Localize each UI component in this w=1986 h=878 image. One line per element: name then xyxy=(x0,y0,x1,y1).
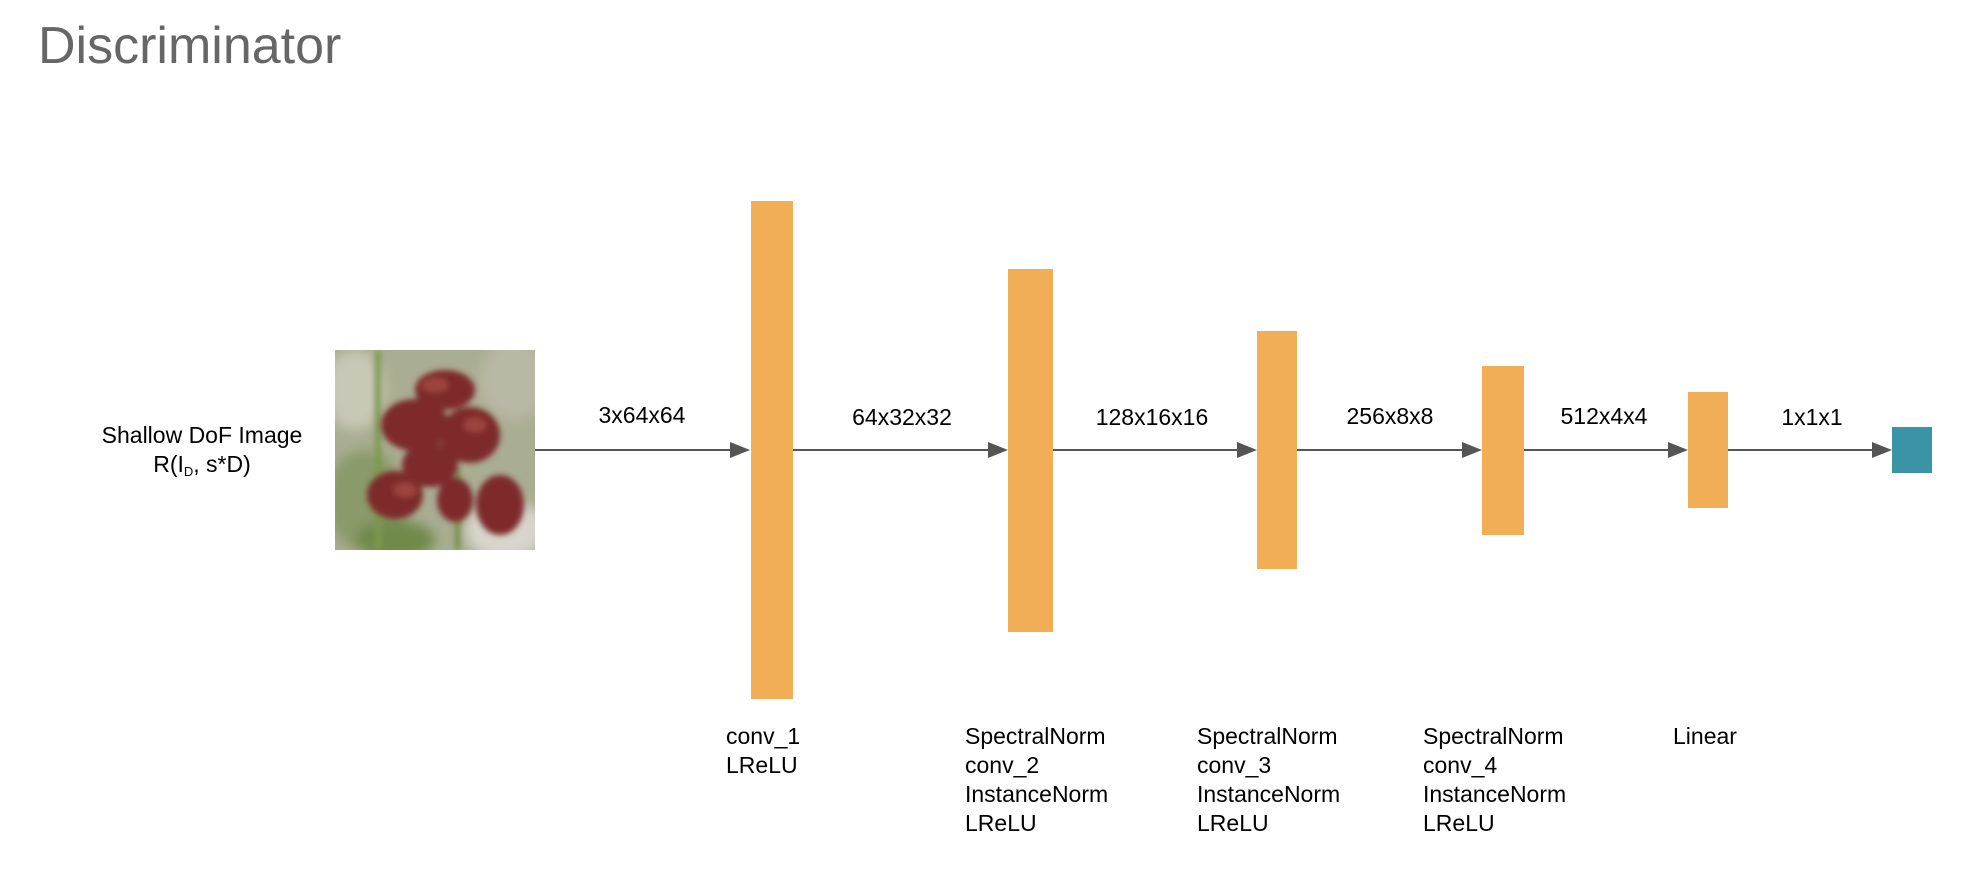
output-block xyxy=(1892,427,1932,473)
layer-block-3 xyxy=(1257,331,1297,569)
arrow-4-head xyxy=(1462,442,1482,458)
input-label-line2: R(ID, s*D) xyxy=(70,450,334,486)
layer-2-op: SpectralNorm xyxy=(965,723,1106,749)
dim-label-5: 512x4x4 xyxy=(1560,403,1648,429)
input-label: Shallow DoF Image R(ID, s*D) xyxy=(70,421,334,486)
layer-ops-2: SpectralNorm conv_2 InstanceNorm LReLU xyxy=(965,722,1108,838)
layer-4-op: InstanceNorm xyxy=(1423,781,1567,807)
arrow-2-head xyxy=(988,442,1008,458)
layer-1-op: LReLU xyxy=(726,752,798,778)
layer-block-2 xyxy=(1008,269,1053,632)
input-label-line1: Shallow DoF Image xyxy=(101,422,303,448)
layer-4-op: LReLU xyxy=(1423,810,1495,836)
layer-4-op: conv_4 xyxy=(1423,752,1498,778)
layer-block-1 xyxy=(751,201,793,699)
layer-2-op: LReLU xyxy=(965,810,1037,836)
layer-2-op: conv_2 xyxy=(965,752,1040,778)
layer-3-op: LReLU xyxy=(1197,810,1269,836)
input-label-suffix: , s*D) xyxy=(193,451,251,477)
arrow-5-head xyxy=(1668,442,1688,458)
layer-5-op: Linear xyxy=(1673,723,1737,749)
layer-block-4 xyxy=(1482,366,1524,535)
dim-label-4: 256x8x8 xyxy=(1346,403,1434,429)
layer-ops-1: conv_1 LReLU xyxy=(726,722,800,780)
layer-block-5 xyxy=(1688,392,1728,508)
input-label-prefix: R(I xyxy=(153,451,184,477)
layer-3-op: conv_3 xyxy=(1197,752,1272,778)
flower-image-icon xyxy=(335,350,535,550)
input-label-subscript: D xyxy=(183,464,194,479)
layer-ops-5: Linear xyxy=(1673,722,1737,751)
arrow-3-head xyxy=(1237,442,1257,458)
layer-2-op: InstanceNorm xyxy=(965,781,1109,807)
input-image xyxy=(335,350,535,550)
dim-label-3: 128x16x16 xyxy=(1095,404,1209,430)
layer-4-op: SpectralNorm xyxy=(1423,723,1564,749)
dim-label-6: 1x1x1 xyxy=(1781,404,1843,430)
layer-1-op: conv_1 xyxy=(726,723,801,749)
layer-3-op: SpectralNorm xyxy=(1197,723,1338,749)
layer-ops-4: SpectralNorm conv_4 InstanceNorm LReLU xyxy=(1423,722,1566,838)
arrows xyxy=(535,442,1892,458)
layer-ops-3: SpectralNorm conv_3 InstanceNorm LReLU xyxy=(1197,722,1340,838)
arrow-6-head xyxy=(1872,442,1892,458)
layer-3-op: InstanceNorm xyxy=(1197,781,1341,807)
dim-label-2: 64x32x32 xyxy=(852,404,952,430)
arrow-1-head xyxy=(730,442,750,458)
diagram-title: Discriminator xyxy=(38,17,342,75)
dim-label-1: 3x64x64 xyxy=(598,402,686,428)
